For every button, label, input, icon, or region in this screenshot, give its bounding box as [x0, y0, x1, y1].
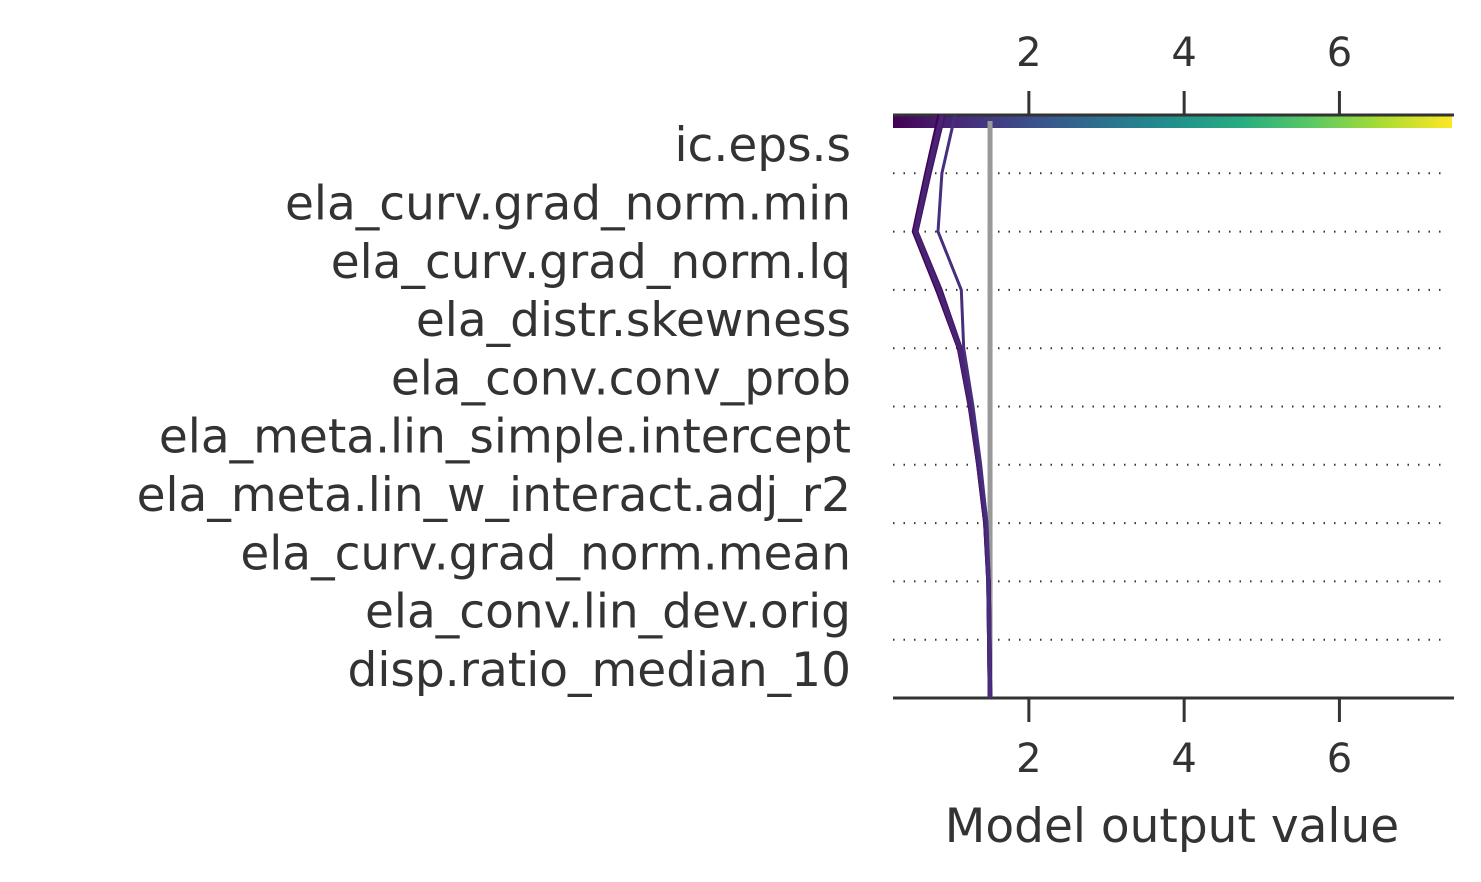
feature-label: ela_meta.lin_simple.intercept — [159, 410, 851, 465]
feature-label: ela_curv.grad_norm.mean — [240, 526, 851, 581]
feature-label: disp.ratio_median_10 — [347, 643, 851, 698]
feature-labels: disp.ratio_median_10ela_conv.lin_dev.ori… — [137, 118, 851, 698]
feature-label: ic.eps.s — [674, 118, 851, 173]
bottom-tick-label: 6 — [1327, 736, 1352, 782]
feature-label: ela_curv.grad_norm.min — [285, 177, 851, 232]
feature-label: ela_curv.grad_norm.lq — [331, 235, 851, 290]
colorbar — [893, 115, 1452, 128]
feature-label: ela_distr.skewness — [416, 293, 851, 348]
bottom-tick-label: 2 — [1016, 736, 1041, 782]
feature-label: ela_meta.lin_w_interact.adj_r2 — [137, 468, 851, 523]
decision-line — [913, 114, 993, 699]
top-tick-label: 6 — [1327, 30, 1352, 76]
x-axis-label: Model output value — [945, 799, 1399, 854]
feature-label: ela_conv.conv_prob — [391, 351, 851, 406]
top-tick-label: 2 — [1016, 30, 1041, 76]
decision-lines — [911, 114, 993, 699]
top-tick-label: 4 — [1171, 30, 1196, 76]
bottom-tick-label: 4 — [1171, 736, 1196, 782]
grid-lines — [893, 172, 1447, 641]
decision-line — [914, 114, 993, 699]
x-ticks: 2 2 4 4 6 6 — [1016, 30, 1352, 782]
feature-label: ela_conv.lin_dev.orig — [365, 585, 851, 640]
decision-line — [936, 114, 992, 699]
